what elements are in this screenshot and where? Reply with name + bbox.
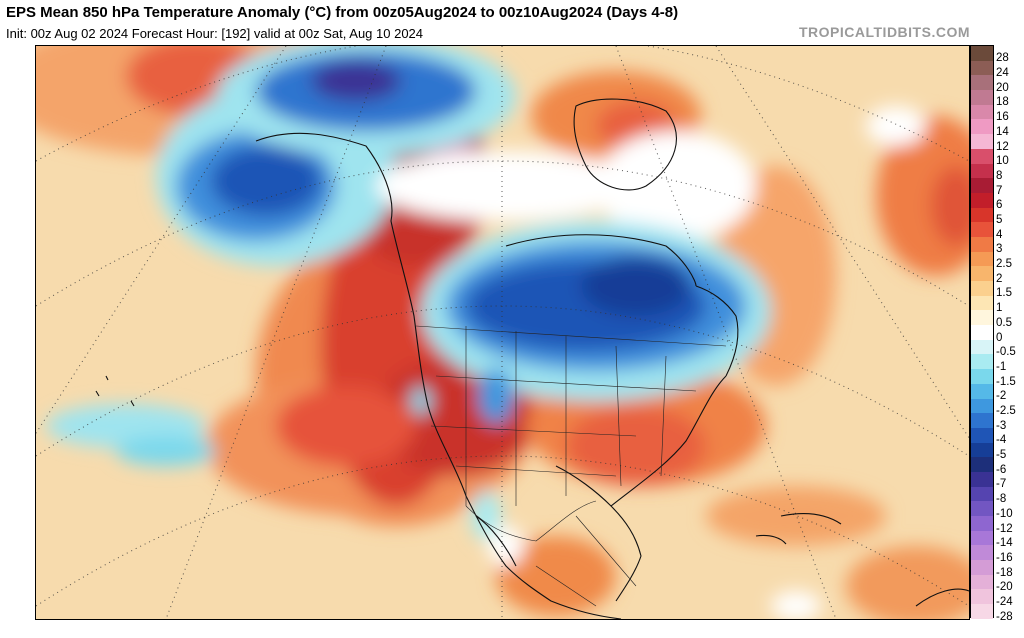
colorbar-swatch bbox=[971, 560, 993, 575]
colorbar-swatch bbox=[971, 457, 993, 472]
chart-title: EPS Mean 850 hPa Temperature Anomaly (°C… bbox=[6, 4, 679, 21]
colorbar-swatch bbox=[971, 369, 993, 384]
colorbar-swatch bbox=[971, 207, 993, 223]
colorbar-tick-label: -4 bbox=[996, 434, 1007, 447]
colorbar bbox=[970, 45, 994, 619]
colorbar-swatch bbox=[971, 251, 993, 267]
colorbar-tick-label: 14 bbox=[996, 125, 1009, 138]
colorbar-tick-label: -1.5 bbox=[996, 375, 1016, 388]
colorbar-swatch bbox=[971, 589, 993, 605]
colorbar-swatch bbox=[971, 398, 993, 414]
colorbar-tick-label: 16 bbox=[996, 111, 1009, 124]
colorbar-swatch bbox=[971, 236, 993, 252]
colorbar-swatch bbox=[971, 574, 993, 590]
colorbar-swatch bbox=[971, 163, 993, 179]
colorbar-tick-label: 10 bbox=[996, 155, 1009, 168]
colorbar-swatch bbox=[971, 104, 993, 120]
colorbar-tick-label: -1 bbox=[996, 360, 1007, 373]
colorbar-tick-label: 1.5 bbox=[996, 287, 1012, 300]
colorbar-tick-label: -3 bbox=[996, 419, 1007, 432]
colorbar-swatch bbox=[971, 486, 993, 502]
colorbar-swatch bbox=[971, 471, 993, 487]
colorbar-tick-label: 8 bbox=[996, 169, 1003, 182]
political-borders bbox=[415, 325, 727, 607]
colorbar-tick-label: -10 bbox=[996, 507, 1013, 520]
colorbar-labels: 28 24 20 18 16 14 12 10 8 7 6 5 4 3 2.5 2 1.5 1 0.5 0 -0.5 -1… bbox=[996, 45, 1024, 622]
colorbar-tick-label: 4 bbox=[996, 228, 1003, 241]
colorbar-swatch bbox=[971, 442, 993, 458]
colorbar-tick-label: 0 bbox=[996, 331, 1003, 344]
colorbar-swatch bbox=[971, 90, 993, 105]
colorbar-tick-label: -16 bbox=[996, 551, 1013, 564]
colorbar-tick-label: 2 bbox=[996, 272, 1003, 285]
colorbar-swatch bbox=[971, 178, 993, 193]
colorbar-swatch bbox=[971, 427, 993, 443]
colorbar-tick-label: 24 bbox=[996, 67, 1009, 80]
colorbar-tick-label: -8 bbox=[996, 493, 1007, 506]
colorbar-tick-label: -2 bbox=[996, 390, 1007, 403]
colorbar-tick-label: -12 bbox=[996, 522, 1013, 535]
colorbar-swatch bbox=[971, 383, 993, 399]
colorbar-tick-label: -18 bbox=[996, 566, 1013, 579]
chart-subtitle: Init: 00z Aug 02 2024 Forecast Hour: [19… bbox=[6, 26, 424, 41]
colorbar-tick-label: 1 bbox=[996, 302, 1003, 315]
colorbar-swatch bbox=[971, 339, 993, 355]
colorbar-tick-label: 0.5 bbox=[996, 316, 1012, 329]
colorbar-tick-label: 5 bbox=[996, 213, 1003, 226]
colorbar-tick-label: -28 bbox=[996, 610, 1013, 623]
colorbar-swatch bbox=[971, 46, 993, 61]
colorbar-swatch bbox=[971, 325, 993, 340]
colorbar-swatch bbox=[971, 545, 993, 561]
colorbar-swatch bbox=[971, 134, 993, 149]
colorbar-tick-label: 12 bbox=[996, 140, 1009, 153]
colorbar-tick-label: -2.5 bbox=[996, 404, 1016, 417]
colorbar-tick-label: -20 bbox=[996, 581, 1013, 594]
colorbar-swatch bbox=[971, 281, 993, 296]
colorbar-swatch bbox=[971, 60, 993, 76]
colorbar-tick-label: 3 bbox=[996, 243, 1003, 256]
colorbar-tick-label: 6 bbox=[996, 199, 1003, 212]
colorbar-swatch bbox=[971, 266, 993, 281]
colorbar-swatch bbox=[971, 119, 993, 135]
coastlines bbox=[95, 98, 969, 619]
colorbar-tick-label: 18 bbox=[996, 96, 1009, 109]
colorbar-tick-label: 28 bbox=[996, 52, 1009, 65]
colorbar-swatch bbox=[971, 148, 993, 164]
colorbar-swatch bbox=[971, 516, 993, 531]
graticule bbox=[36, 46, 969, 619]
colorbar-swatch bbox=[971, 604, 993, 619]
colorbar-swatch bbox=[971, 413, 993, 428]
colorbar-swatch bbox=[971, 354, 993, 370]
colorbar-tick-label: -6 bbox=[996, 463, 1007, 476]
map-canvas bbox=[36, 46, 969, 619]
colorbar-swatch bbox=[971, 222, 993, 237]
colorbar-swatch bbox=[971, 530, 993, 546]
anomaly-map bbox=[35, 45, 970, 620]
colorbar-tick-label: -7 bbox=[996, 478, 1007, 491]
colorbar-tick-label: -5 bbox=[996, 449, 1007, 462]
colorbar-swatch bbox=[971, 75, 993, 91]
colorbar-swatch bbox=[971, 501, 993, 516]
colorbar-tick-label: 2.5 bbox=[996, 258, 1012, 271]
colorbar-tick-label: -14 bbox=[996, 537, 1013, 550]
brand-watermark: TROPICALTIDBITS.COM bbox=[798, 24, 970, 40]
colorbar-tick-label: -24 bbox=[996, 595, 1013, 608]
colorbar-tick-label: 7 bbox=[996, 184, 1003, 197]
colorbar-swatch bbox=[971, 192, 993, 208]
colorbar-tick-label: 20 bbox=[996, 81, 1009, 94]
colorbar-tick-label: -0.5 bbox=[996, 346, 1016, 359]
colorbar-swatch bbox=[971, 295, 993, 311]
colorbar-swatch bbox=[971, 310, 993, 326]
